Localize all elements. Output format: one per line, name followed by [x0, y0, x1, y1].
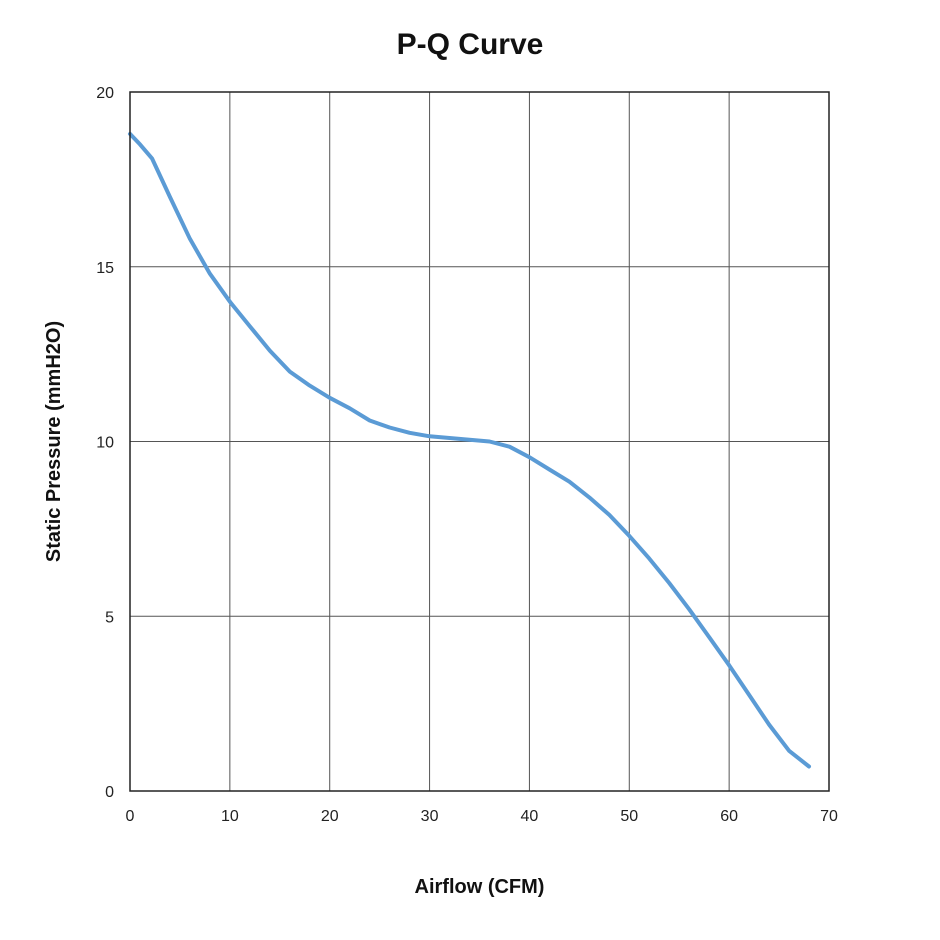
x-tick-label: 20: [321, 808, 339, 825]
x-tick-label: 0: [126, 808, 135, 825]
x-tick-label: 70: [820, 808, 838, 825]
chart-title: P-Q Curve: [396, 28, 544, 61]
y-tick-label: 0: [105, 784, 114, 801]
plot-frame: [129, 91, 830, 792]
x-tick-label: 60: [720, 808, 738, 825]
x-axis-label: Airflow (CFM): [415, 876, 545, 898]
y-tick-label: 10: [96, 435, 114, 452]
x-tick-label: 30: [421, 808, 439, 825]
x-tick-label: 40: [521, 808, 539, 825]
y-tick-label: 15: [96, 260, 114, 277]
x-tick-label: 50: [620, 808, 638, 825]
y-tick-label: 5: [105, 609, 114, 626]
x-tick-label: 10: [221, 808, 239, 825]
series-line: [128, 131, 811, 769]
y-tick-label: 20: [96, 85, 114, 102]
tick-labels: 0 10 20 30 40 50 60 70 0 5 10 15 20: [96, 85, 838, 825]
series-line-group: [128, 131, 811, 769]
y-axis-label: Static Pressure (mmH2O): [43, 321, 65, 562]
